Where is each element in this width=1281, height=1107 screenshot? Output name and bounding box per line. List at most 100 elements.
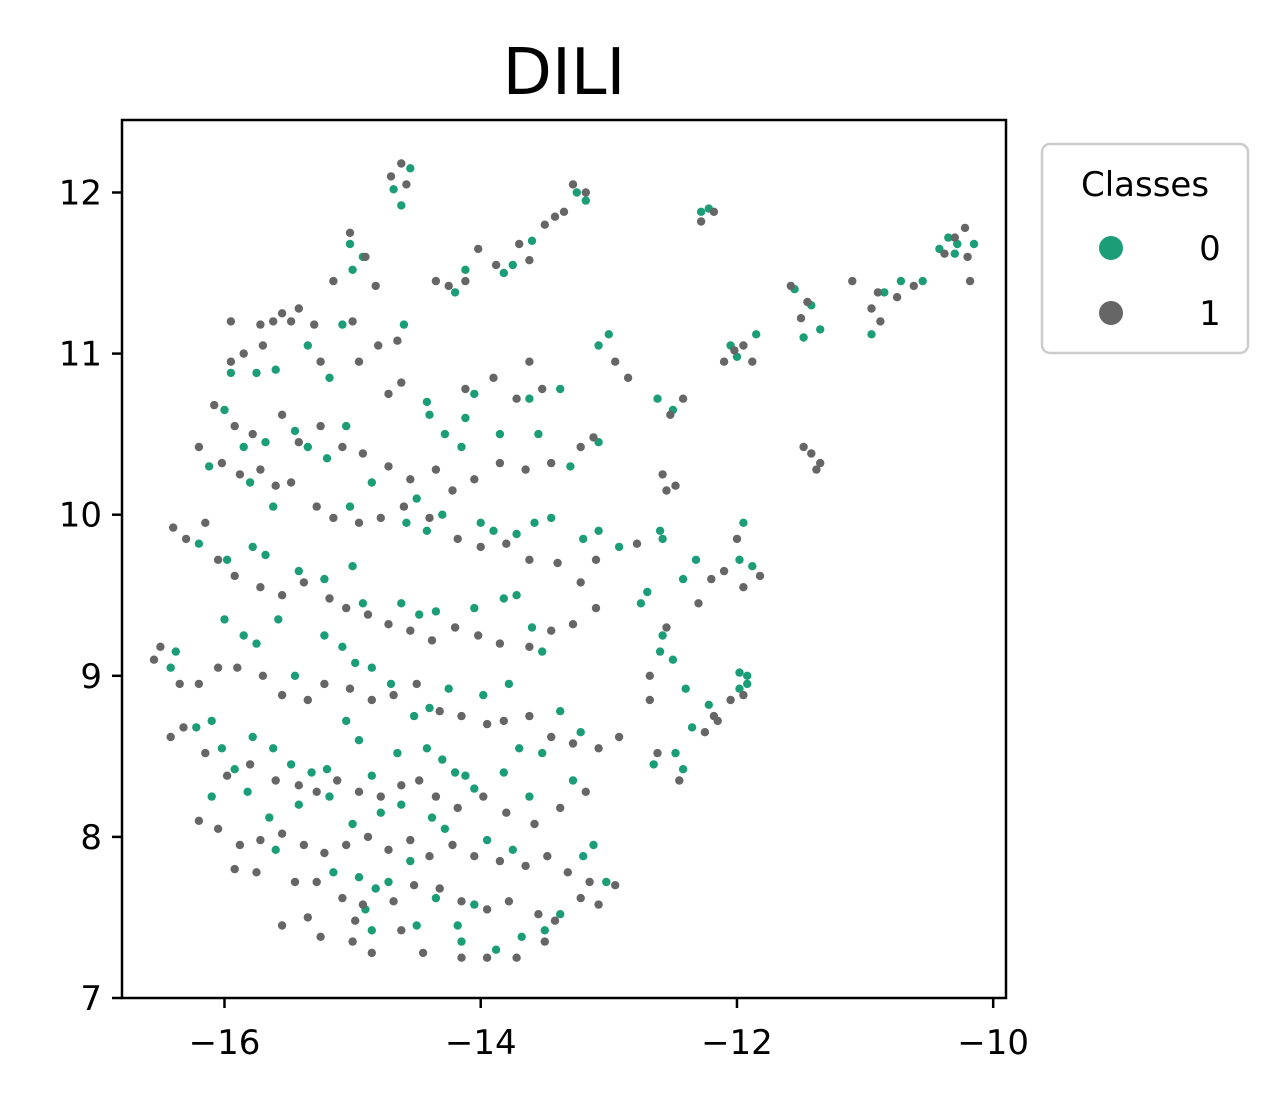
point-class-1-103	[476, 542, 485, 552]
point-class-1-237	[351, 916, 360, 925]
point-class-0-109	[239, 631, 248, 640]
point-class-1-106	[553, 558, 562, 568]
point-class-1-109	[632, 539, 642, 548]
point-class-0-48	[534, 429, 543, 439]
point-class-0-0	[406, 164, 415, 173]
point-class-1-180	[415, 776, 424, 785]
point-class-1-73	[294, 438, 303, 447]
point-class-1-215	[358, 900, 368, 909]
point-class-1-226	[277, 921, 287, 930]
point-class-1-126	[363, 610, 373, 619]
point-class-1-33	[965, 276, 975, 286]
point-class-1-181	[431, 792, 441, 801]
point-class-0-59	[322, 454, 332, 463]
point-class-0-57	[290, 426, 300, 436]
point-class-1-191	[213, 824, 223, 833]
y-axis: 7 8 9 10 11 12	[59, 173, 122, 1019]
legend-marker-class-0	[1099, 236, 1123, 260]
point-class-1-31	[960, 223, 970, 233]
point-class-0-3	[581, 196, 590, 205]
point-class-1-21	[294, 304, 303, 313]
point-class-1-116	[169, 523, 178, 532]
point-class-1-97	[329, 513, 338, 523]
point-class-1-72	[277, 410, 287, 419]
point-class-0-102	[668, 655, 678, 664]
point-class-0-5	[696, 207, 706, 216]
point-class-1-150	[367, 695, 376, 705]
legend-label-class-0: 0	[1199, 229, 1221, 269]
point-class-1-55	[397, 378, 406, 387]
x-axis: −16 −14 −12 −10	[189, 998, 1029, 1063]
point-class-0-46	[653, 394, 662, 403]
point-class-0-16	[953, 239, 962, 249]
point-class-0-81	[748, 562, 757, 571]
point-class-1-235	[540, 937, 549, 946]
point-class-1-140	[149, 655, 159, 664]
point-class-1-172	[245, 760, 255, 769]
point-class-1-155	[482, 719, 492, 729]
point-class-1-212	[290, 877, 300, 887]
point-class-1-17	[371, 281, 380, 291]
point-class-0-82	[691, 555, 701, 564]
point-class-0-27	[816, 325, 825, 334]
point-class-1-194	[277, 829, 287, 838]
point-class-1-151	[389, 690, 398, 700]
y-tick-label: 9	[80, 657, 102, 697]
point-class-0-175	[371, 884, 380, 893]
point-class-0-52	[566, 462, 575, 471]
point-class-1-136	[591, 603, 601, 613]
point-class-0-50	[457, 442, 466, 452]
point-class-1-85	[576, 442, 585, 452]
point-class-1-89	[658, 470, 667, 479]
point-class-1-147	[303, 695, 312, 705]
point-class-1-107	[576, 578, 585, 587]
point-class-1-75	[338, 442, 347, 452]
point-class-1-197	[342, 840, 351, 850]
point-class-0-90	[348, 562, 357, 571]
point-class-1-174	[294, 781, 303, 790]
point-class-1-176	[333, 776, 342, 785]
point-class-1-5	[559, 207, 569, 216]
point-class-0-162	[325, 792, 334, 801]
point-class-0-1	[389, 185, 398, 194]
point-class-0-184	[367, 926, 376, 935]
point-class-0-143	[342, 716, 351, 726]
point-class-1-125	[342, 603, 351, 613]
point-class-0-63	[245, 478, 255, 487]
point-class-1-22	[286, 317, 296, 326]
point-class-1-51	[239, 349, 248, 358]
point-class-1-225	[594, 900, 603, 909]
point-class-0-132	[735, 684, 744, 693]
point-class-0-93	[415, 610, 424, 619]
point-class-0-188	[453, 921, 462, 930]
point-class-0-174	[354, 873, 364, 882]
point-class-1-213	[312, 877, 321, 887]
point-class-1-0	[397, 159, 406, 168]
point-class-1-185	[530, 819, 539, 829]
point-class-1-146	[277, 690, 287, 700]
point-class-1-114	[694, 599, 703, 608]
point-class-1-210	[230, 864, 239, 874]
point-class-1-91	[217, 458, 227, 468]
point-class-0-126	[576, 728, 585, 737]
point-class-1-68	[812, 465, 821, 474]
point-class-1-61	[611, 357, 620, 366]
point-class-1-77	[384, 462, 393, 471]
point-class-1-123	[299, 578, 309, 587]
point-class-0-157	[678, 765, 688, 774]
point-class-1-190	[194, 816, 204, 825]
point-class-1-118	[201, 518, 210, 527]
point-class-1-232	[457, 953, 466, 962]
point-class-1-69	[210, 400, 219, 410]
point-class-1-227	[316, 932, 325, 941]
point-class-1-84	[547, 458, 556, 468]
point-class-0-36	[252, 368, 261, 378]
point-class-0-12	[345, 239, 355, 249]
point-class-1-182	[453, 803, 462, 813]
point-class-0-11	[450, 288, 460, 297]
point-class-0-56	[261, 438, 270, 447]
point-class-1-159	[568, 739, 578, 748]
point-class-1-63	[678, 394, 688, 403]
point-class-1-220	[482, 905, 492, 914]
point-class-0-112	[290, 671, 300, 680]
